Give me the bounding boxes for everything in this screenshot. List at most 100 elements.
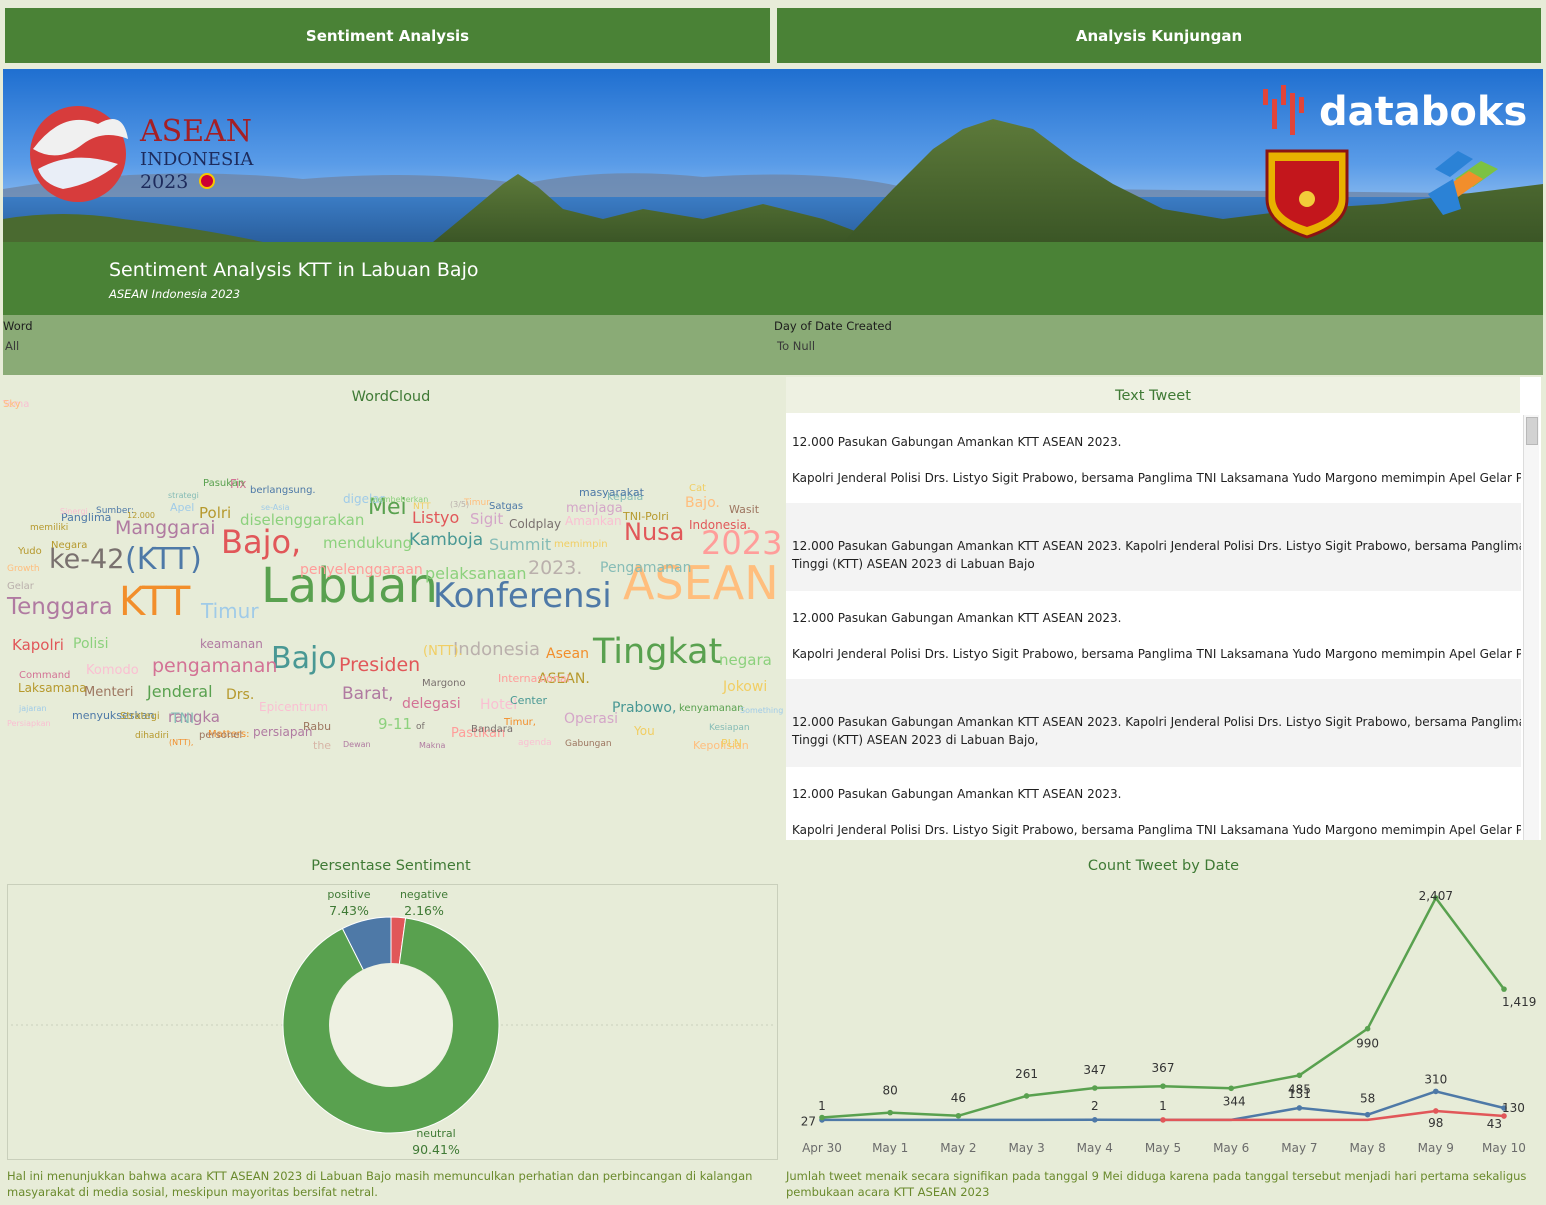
wordcloud-word[interactable]: diselenggarakan	[240, 511, 365, 529]
wordcloud-word[interactable]: Apel	[170, 501, 195, 514]
wordcloud-word[interactable]: Presiden	[339, 654, 421, 676]
wordcloud-word[interactable]: Pastikan	[451, 726, 506, 741]
wordcloud-word[interactable]: Bandara	[471, 724, 514, 735]
wordcloud-word[interactable]: KTT	[119, 579, 191, 625]
wordcloud-word[interactable]: Polri	[199, 504, 232, 522]
wordcloud-word[interactable]: Tenggara	[7, 594, 113, 620]
wordcloud-word[interactable]: Tingkat	[593, 632, 723, 672]
wordcloud-word[interactable]: 2023	[701, 524, 783, 562]
wordcloud-word[interactable]: Strategi	[120, 711, 160, 722]
wordcloud-word[interactable]: Matters:	[208, 729, 250, 740]
wordcloud-word[interactable]: Negara	[51, 540, 88, 551]
wordcloud-word[interactable]: kepala	[607, 490, 644, 503]
wordcloud-word[interactable]: Drs.	[226, 687, 255, 703]
wordcloud-word[interactable]: 12.000	[127, 511, 155, 520]
wordcloud-word[interactable]: Cat	[689, 483, 707, 494]
word-filter-value[interactable]: All	[5, 339, 20, 353]
wordcloud-word[interactable]: Listyo	[412, 508, 460, 527]
wordcloud-word[interactable]: persiapan	[253, 725, 313, 739]
wordcloud-word[interactable]: digelar	[343, 492, 385, 506]
wordcloud-word[interactable]: Amankan	[565, 514, 622, 528]
wordcloud-word[interactable]: Indonesia.	[689, 518, 751, 532]
wordcloud-word[interactable]: the	[313, 739, 332, 752]
wordcloud-word[interactable]: Jokowi	[723, 679, 768, 695]
tweet-row[interactable]: 12.000 Pasukan Gabungan Amankan KTT ASEA…	[786, 591, 1521, 679]
tweet-row[interactable]: 12.000 Pasukan Gabungan Amankan KTT ASEA…	[786, 415, 1521, 503]
wordcloud-word[interactable]: Makna	[419, 741, 446, 750]
wordcloud-word[interactable]: You	[634, 724, 655, 738]
wordcloud-word[interactable]: Center	[510, 694, 548, 707]
wordcloud-word[interactable]: menjaga	[566, 501, 623, 516]
wordcloud-word[interactable]: PLN	[721, 737, 742, 750]
wordcloud-word[interactable]: pengamanan	[152, 655, 278, 677]
wordcloud-word[interactable]: negara	[719, 651, 772, 669]
wordcloud-word[interactable]: Bajo,	[221, 523, 302, 561]
wordcloud-word[interactable]: Kesiapan	[709, 723, 750, 733]
wordcloud-word[interactable]: of	[416, 722, 425, 732]
wordcloud-word[interactable]: Pengamanan	[600, 560, 692, 576]
wordcloud-word[interactable]: Epicentrum	[259, 700, 329, 714]
wordcloud-word[interactable]: memiliki	[30, 523, 69, 533]
wordcloud-word[interactable]: Hotel	[480, 697, 518, 713]
wordcloud-word[interactable]: TNI-Polri	[623, 510, 669, 523]
wordcloud-word[interactable]: Kepolisian	[693, 739, 749, 752]
wordcloud-word[interactable]: Timur,	[504, 717, 536, 728]
wordcloud-word[interactable]: Polisi	[73, 636, 109, 652]
scrollbar-thumb[interactable]	[1526, 417, 1538, 445]
date-filter-value[interactable]: To Null	[777, 339, 816, 353]
wordcloud-word[interactable]: Bajo.	[685, 495, 720, 511]
wordcloud-word[interactable]: Tema	[3, 399, 30, 410]
wordcloud-word[interactable]: Timur	[464, 498, 490, 508]
wordcloud-word[interactable]: (NTT).	[423, 644, 463, 659]
wordcloud-word[interactable]: Something	[740, 706, 784, 715]
wordcloud-word[interactable]: Operasi	[564, 711, 619, 727]
tweet-row[interactable]: 12.000 Pasukan Gabungan Amankan KTT ASEA…	[786, 767, 1521, 840]
wordcloud-word[interactable]: (NTT),	[169, 738, 194, 747]
tweet-scrollbar[interactable]	[1523, 415, 1539, 840]
wordcloud-word[interactable]: memimpin	[554, 539, 608, 550]
wordcloud-word[interactable]: Sinergi	[60, 507, 88, 516]
wordcloud-word[interactable]: Sigit	[470, 510, 504, 528]
wordcloud-word[interactable]: ASEAN.	[538, 671, 590, 687]
tweet-row[interactable]: 12.000 Pasukan Gabungan Amankan KTT ASEA…	[786, 503, 1521, 591]
wordcloud-word[interactable]: Pasukan	[203, 478, 245, 489]
wordcloud-word[interactable]: Konferensi	[433, 576, 612, 616]
wordcloud-word[interactable]: Barat,	[342, 684, 394, 704]
wordcloud-word[interactable]: Dewan	[343, 740, 371, 749]
wordcloud-word[interactable]: personel	[199, 730, 243, 741]
wordcloud-word[interactable]: pelaksanaan	[425, 564, 527, 583]
wordcloud-word[interactable]: Kamboja	[409, 530, 484, 550]
wordcloud-word[interactable]: (KTT)	[125, 542, 202, 577]
wordcloud-word[interactable]: Indonesia	[453, 639, 541, 660]
wordcloud-word[interactable]: Sumber:	[96, 506, 135, 516]
wordcloud-word[interactable]: rangka	[168, 708, 221, 726]
tweet-list[interactable]: 12.000 Pasukan Gabungan Amankan KTT ASEA…	[786, 415, 1521, 840]
wordcloud-word[interactable]: Yudo	[18, 546, 42, 557]
wordcloud-word[interactable]: 9-11	[378, 715, 413, 733]
wordcloud-word[interactable]: Wasit	[729, 503, 760, 516]
wordcloud-word[interactable]: Jenderal	[147, 682, 213, 701]
wordcloud-word[interactable]: Gabungan	[565, 739, 612, 749]
wordcloud-word[interactable]: Persiapkan	[7, 719, 51, 728]
wordcloud-word[interactable]: Komodo	[86, 663, 139, 678]
tweet-row[interactable]: 12.000 Pasukan Gabungan Amankan KTT ASEA…	[786, 679, 1521, 767]
wordcloud-word[interactable]: Margono	[422, 678, 466, 689]
wordcloud-word[interactable]: Sky	[3, 399, 21, 410]
wordcloud-word[interactable]: Satgas	[489, 501, 524, 512]
wordcloud-word[interactable]: jajaran	[19, 704, 47, 713]
wordcloud-word[interactable]: Mei	[368, 495, 407, 520]
wordcloud-word[interactable]: ke-42	[49, 544, 125, 575]
wordcloud-word[interactable]: keamanan	[200, 637, 263, 651]
wordcloud-word[interactable]: strategi	[168, 491, 199, 500]
tab-analysis-kunjungan[interactable]: Analysis Kunjungan	[775, 6, 1543, 65]
wordcloud-word[interactable]: Labuan	[261, 558, 438, 614]
wordcloud-word[interactable]: kenyamanan	[679, 703, 744, 714]
wordcloud-word[interactable]: berlangsung.	[250, 485, 316, 496]
wordcloud-word[interactable]: dihadiri	[135, 731, 169, 741]
wordcloud-word[interactable]: Panglima	[61, 511, 112, 524]
wordcloud-word[interactable]: Manggarai	[115, 517, 216, 539]
wordcloud-word[interactable]: NTT	[413, 502, 431, 512]
wordcloud-word[interactable]: Summit	[489, 535, 552, 554]
wordcloud-word[interactable]: Command	[19, 670, 71, 681]
wordcloud-word[interactable]: Kapolri	[12, 636, 64, 654]
